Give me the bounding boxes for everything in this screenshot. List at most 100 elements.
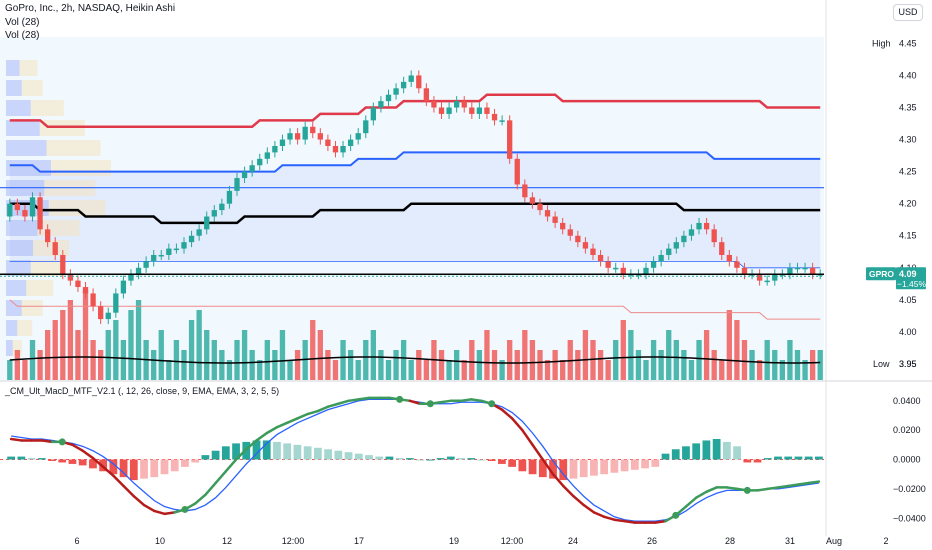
macd-pane[interactable] <box>0 395 824 524</box>
macd-line-segment <box>316 405 330 413</box>
macd-histogram-bar <box>569 459 578 479</box>
candle <box>499 120 505 122</box>
study-vol-2[interactable]: Vol (28) <box>5 30 40 41</box>
volume-profile-bar <box>6 300 22 316</box>
study-vol-1[interactable]: Vol (28) <box>5 17 40 28</box>
volume-profile-bar <box>6 140 47 156</box>
macd-histogram-bar <box>129 459 138 481</box>
macd-title[interactable]: _CM_Ult_MacD_MTF_V2.1 (, 12, 26, close, … <box>5 386 280 396</box>
volume-bar <box>582 330 589 380</box>
volume-bar <box>340 340 346 380</box>
candle <box>734 261 740 268</box>
macd-line-segment <box>296 412 309 420</box>
macd-histogram-bar <box>385 456 394 460</box>
macd-histogram-bar <box>538 459 547 478</box>
volume-bar <box>719 360 725 380</box>
candle <box>582 242 589 249</box>
volume-bar <box>514 350 520 380</box>
volume-bar <box>363 340 369 380</box>
volume-ma-line <box>9 356 821 364</box>
volume-bar <box>544 360 551 380</box>
candle <box>325 139 331 146</box>
candle <box>514 158 520 185</box>
macd-line-segment <box>541 458 555 476</box>
volume-bar <box>764 340 770 380</box>
currency-button[interactable]: USD <box>893 4 923 21</box>
macd-cross-dot <box>426 400 434 408</box>
macd-line-segment <box>9 437 23 442</box>
candle <box>120 280 127 294</box>
candle <box>7 203 13 217</box>
macd-line-segment <box>469 398 483 403</box>
volume-bar <box>52 320 58 380</box>
macd-line-segment <box>510 417 524 432</box>
volume-bar <box>446 360 452 380</box>
macd-line-segment <box>551 472 565 488</box>
macd-histogram-bar <box>262 440 271 460</box>
volume-bar <box>241 330 248 380</box>
candle <box>802 267 808 270</box>
volume-bar <box>817 350 823 380</box>
candle <box>696 222 702 230</box>
candle <box>613 267 619 270</box>
macd-histogram-bar <box>191 459 200 463</box>
candle <box>310 126 316 134</box>
macd-histogram-bar <box>58 459 67 463</box>
macd-histogram-bar <box>549 459 557 479</box>
volume-bar <box>400 340 407 380</box>
time-axis-tick: 2 <box>883 536 888 546</box>
candle <box>552 216 558 223</box>
macd-histogram-bar <box>651 459 660 467</box>
candle <box>52 242 58 255</box>
channel-fill <box>9 152 821 268</box>
high-value: 4.45 <box>899 38 917 48</box>
macd-line-segment <box>193 493 207 505</box>
candle <box>37 197 43 230</box>
volume-bar <box>522 330 528 380</box>
volume-bar <box>98 350 104 380</box>
candle <box>272 145 278 153</box>
macd-histogram-bar <box>365 455 373 460</box>
macd-line-segment <box>500 408 514 420</box>
macd-line-segment <box>265 425 279 435</box>
macd-line-segment <box>439 399 453 404</box>
volume-bar <box>809 350 816 380</box>
candle <box>302 126 308 140</box>
candle <box>787 267 793 275</box>
macd-histogram-bar <box>610 459 619 473</box>
macd-line-segment <box>255 431 268 442</box>
price-axis-tick: 3.95 <box>899 359 917 369</box>
price-axis-tick: 4.20 <box>899 199 917 209</box>
candle <box>166 248 172 255</box>
macd-histogram-bar <box>68 459 77 464</box>
macd-histogram-bar <box>7 456 15 460</box>
volume-bar <box>787 340 793 380</box>
last-price-change: −1.45% <box>897 279 927 289</box>
macd-histogram-bar <box>293 444 302 460</box>
macd-axis-tick: −0.0200 <box>893 484 926 494</box>
macd-cross-dot <box>743 486 751 494</box>
candle <box>143 261 149 268</box>
macd-line-segment <box>694 490 708 499</box>
volume-bar <box>650 340 657 380</box>
volume-profile-bar-secondary <box>46 140 101 156</box>
macd-histogram-bar <box>487 459 496 461</box>
macd-histogram-bar <box>344 452 353 460</box>
macd-histogram-bar <box>109 459 118 475</box>
candle <box>529 197 536 204</box>
volume-profile-bar <box>6 320 18 336</box>
time-axis-tick: 6 <box>74 536 79 546</box>
macd-histogram-bar <box>17 456 26 460</box>
volume-bar <box>423 360 430 380</box>
macd-line-segment <box>797 481 810 486</box>
price-pane[interactable] <box>0 37 824 380</box>
volume-bar <box>454 350 460 380</box>
macd-histogram-bar <box>559 459 568 481</box>
volume-bar <box>476 350 483 380</box>
macd-line-segment <box>756 487 770 492</box>
macd-histogram-bar <box>140 459 148 479</box>
macd-histogram-bar <box>692 443 701 460</box>
macd-histogram-bar <box>600 459 609 475</box>
volume-profile-bar <box>6 120 40 136</box>
